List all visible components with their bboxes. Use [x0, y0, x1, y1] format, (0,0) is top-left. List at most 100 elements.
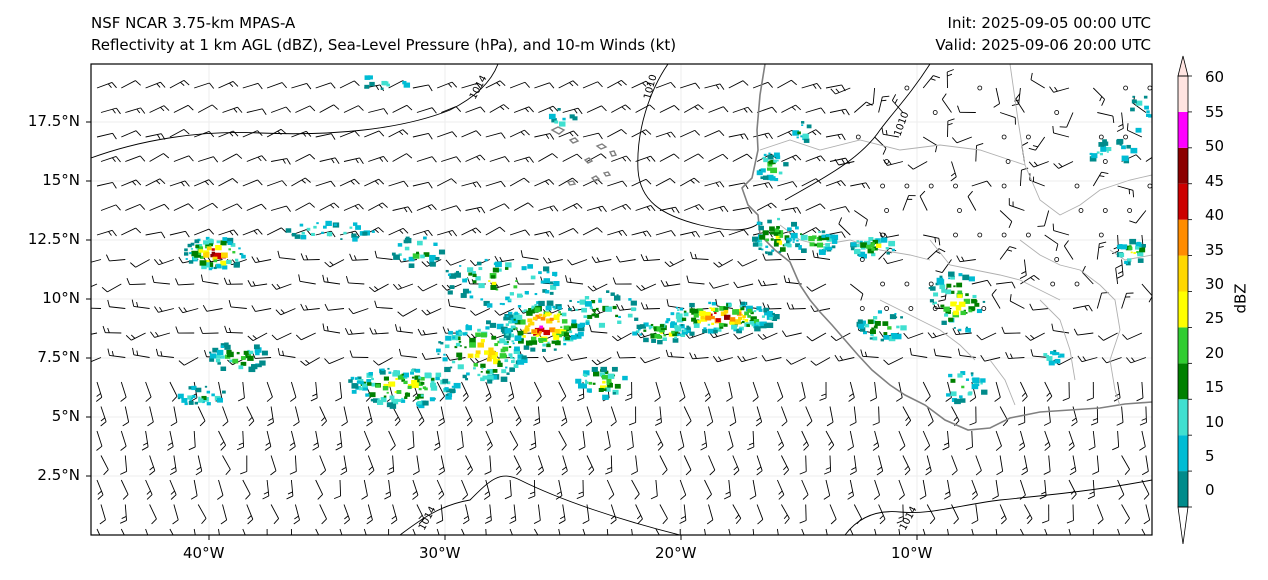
wind-barb — [677, 430, 685, 451]
wind-barb — [341, 406, 348, 427]
wind-barb — [995, 528, 998, 535]
wind-barb — [1117, 528, 1121, 535]
wind-barb — [951, 504, 959, 525]
wind-barb — [534, 179, 555, 187]
wind-barb — [558, 381, 567, 402]
precip-cell — [548, 108, 578, 127]
wind-barb — [96, 82, 117, 89]
wind-barb — [147, 406, 154, 427]
wind-barb — [349, 253, 369, 261]
axis-ticks — [86, 121, 918, 540]
wind-barb — [654, 381, 661, 402]
wind-barb — [513, 455, 522, 476]
wind-barb — [293, 504, 300, 525]
precip-cell — [569, 290, 639, 328]
wind-barb — [188, 430, 196, 451]
wind-barb — [538, 205, 559, 212]
wind-barb — [781, 330, 802, 337]
wind-barb — [374, 250, 393, 260]
wind-barb — [922, 430, 931, 451]
wind-barb — [805, 107, 826, 114]
wind-barb — [1117, 479, 1125, 500]
wind-barb — [1063, 240, 1074, 260]
wind-barb — [806, 283, 827, 292]
wind-barb — [167, 430, 174, 451]
wind-barb — [728, 80, 749, 89]
wind-barb — [149, 203, 170, 211]
wind-barb — [125, 155, 146, 162]
wind-barb — [190, 479, 198, 500]
colorbar-segment — [1178, 327, 1188, 364]
wind-barb — [1081, 265, 1094, 285]
wind-barb — [270, 205, 291, 212]
wind-barb — [151, 275, 170, 285]
wind-barb — [737, 355, 758, 363]
calm-wind-marker — [880, 281, 885, 287]
wind-barb — [1115, 264, 1123, 285]
wind-barb — [141, 430, 149, 451]
colorbar-max-extend — [1177, 55, 1189, 77]
wind-barb — [509, 528, 513, 535]
lat-label-5n: 5°N — [51, 407, 80, 425]
wind-barb — [1044, 528, 1048, 535]
wind-barb — [679, 528, 681, 535]
colorbar-segment — [1178, 183, 1188, 220]
wind-barb — [170, 406, 178, 427]
wind-barb — [992, 479, 999, 500]
wind-barb — [776, 430, 785, 451]
calm-wind-marker — [1098, 134, 1104, 140]
wind-barb — [349, 350, 369, 358]
wind-barb — [96, 229, 117, 237]
wind-barb — [242, 82, 263, 90]
wind-barb — [1092, 455, 1100, 475]
wind-barb — [145, 479, 153, 500]
wind-barb — [971, 528, 974, 535]
wind-barb — [91, 332, 98, 335]
wind-barb — [290, 528, 292, 535]
precip-cell — [348, 367, 461, 409]
wind-barb — [606, 479, 615, 500]
wind-barb — [1092, 87, 1106, 106]
wind-barb — [728, 229, 749, 236]
wind-barb — [298, 274, 316, 285]
wind-barb — [562, 153, 583, 162]
wind-barb — [509, 504, 517, 524]
lon-label-10w: 10°W — [891, 544, 933, 562]
wind-barb — [202, 304, 223, 312]
wind-barb — [436, 504, 444, 524]
precip-cell — [575, 366, 628, 400]
wind-barb — [172, 504, 179, 525]
wind-barb — [729, 406, 737, 427]
wind-barb — [616, 351, 636, 359]
wind-barb — [785, 357, 806, 365]
wind-barb — [1116, 112, 1124, 132]
wind-barb — [993, 87, 1001, 108]
wind-barb — [732, 504, 742, 525]
wind-barb — [1019, 381, 1028, 402]
wind-barb — [1029, 303, 1049, 311]
wind-barb — [578, 430, 586, 451]
wind-barb — [538, 153, 558, 162]
wind-barb — [247, 280, 268, 287]
wind-barb — [267, 406, 274, 427]
wind-barb — [465, 455, 473, 476]
wind-barb — [194, 179, 215, 187]
calm-wind-marker — [981, 306, 987, 311]
wind-barb — [1101, 357, 1122, 364]
wind-barb — [786, 302, 806, 310]
wind-barb — [339, 178, 360, 187]
wind-barb — [319, 157, 340, 164]
wind-barb — [441, 106, 462, 113]
wind-barb — [926, 406, 934, 427]
wind-barb — [412, 132, 433, 140]
precip-cell — [285, 220, 375, 242]
wind-barb — [504, 479, 512, 500]
wind-barb — [100, 107, 121, 115]
calm-wind-marker — [904, 183, 910, 189]
wind-barb — [277, 250, 296, 260]
wind-barb — [324, 357, 345, 365]
wind-barb — [558, 504, 566, 525]
calm-wind-marker — [1123, 134, 1128, 140]
wind-barb — [121, 130, 142, 138]
wind-barb — [436, 178, 457, 187]
